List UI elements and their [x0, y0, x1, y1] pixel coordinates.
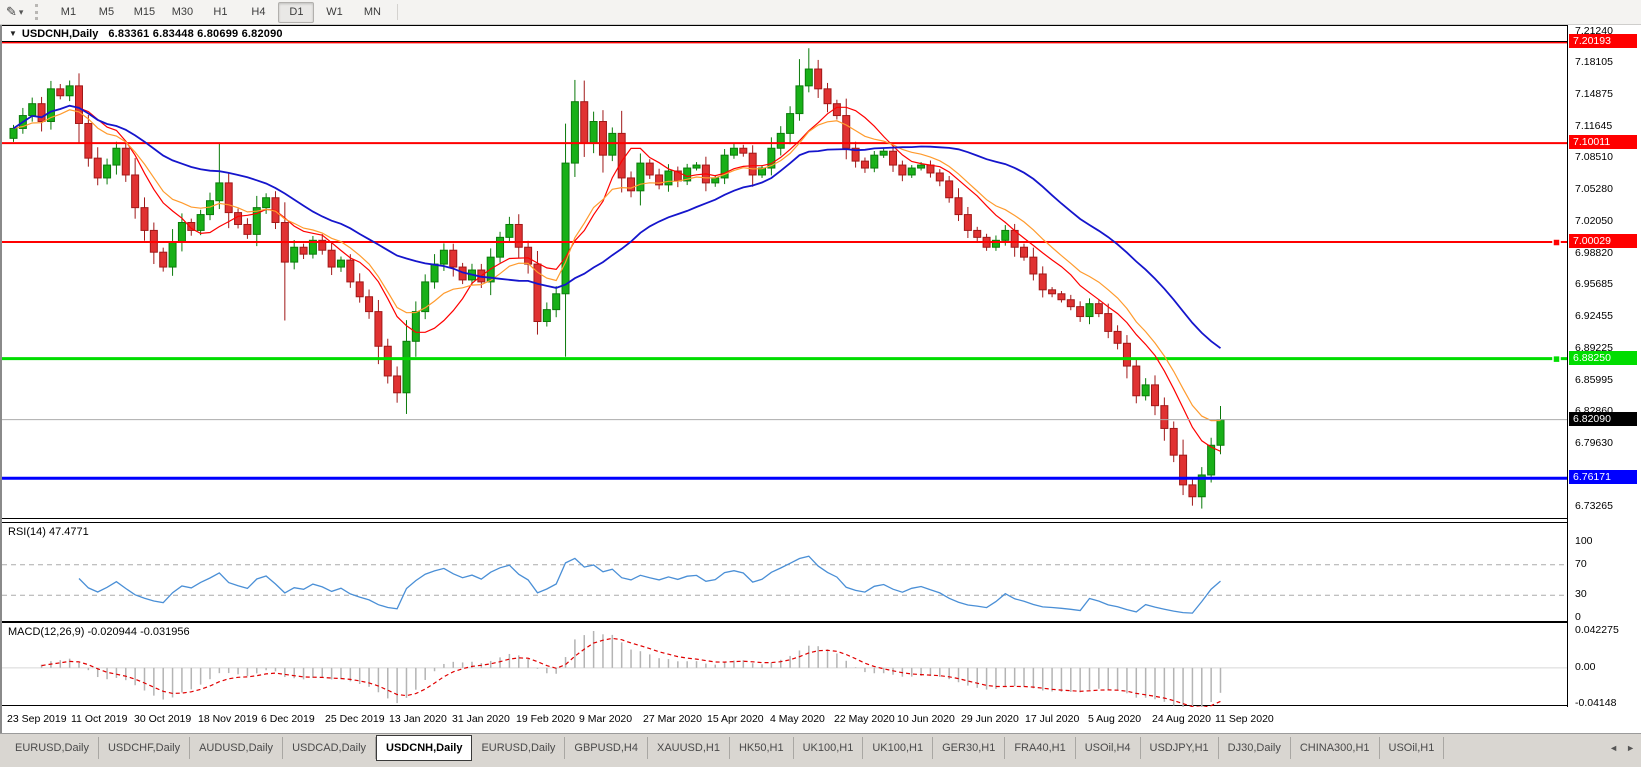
chart-tab-gbpusd-h4[interactable]: GBPUSD,H4	[565, 737, 648, 759]
tab-scroll-controls: ◄ ►	[1609, 737, 1635, 759]
date-axis-label: 23 Sep 2019	[7, 713, 67, 725]
price-tick-label: 6.92455	[1575, 310, 1613, 322]
level-price-chip: 6.76171	[1569, 470, 1637, 484]
macd-tick-label: 0.00	[1575, 661, 1596, 673]
rsi-tick-label: 100	[1575, 535, 1593, 547]
price-axis[interactable]: 7.21240 7.18105 7.14875 7.11645 7.08510 7.052…	[1567, 25, 1641, 709]
macd-label: MACD(12,26,9) -0.020944 -0.031956	[8, 626, 190, 638]
chart-tab-uk100-h1[interactable]: UK100,H1	[794, 737, 864, 759]
price-tick-label: 7.02050	[1575, 215, 1613, 227]
price-tick-label: 7.08510	[1575, 151, 1613, 163]
chart-symbol-label: USDCNH,Daily	[21, 27, 99, 40]
price-tick-label: 6.79630	[1575, 437, 1613, 449]
price-tick-label: 6.95685	[1575, 278, 1613, 290]
date-axis-label: 31 Jan 2020	[452, 713, 510, 725]
rsi-label: RSI(14) 47.4771	[8, 526, 89, 538]
price-tick-label: 6.98820	[1575, 247, 1613, 259]
chart-tab-xauusd-h1[interactable]: XAUUSD,H1	[648, 737, 730, 759]
chart-tab-usdchf-daily[interactable]: USDCHF,Daily	[99, 737, 191, 759]
macd-tick-label: 0.042275	[1575, 624, 1619, 636]
date-axis-label: 30 Oct 2019	[134, 713, 192, 725]
level-price-chip: 7.10011	[1569, 135, 1637, 149]
price-tick-label: 6.85995	[1575, 374, 1613, 386]
price-tick-label: 7.18105	[1575, 56, 1613, 68]
date-axis-label: 13 Jan 2020	[389, 713, 447, 725]
timeframe-button-mn[interactable]: MN	[363, 5, 381, 18]
price-tick-label: 6.73265	[1575, 500, 1613, 512]
chart-tab-ger30-h1[interactable]: GER30,H1	[933, 737, 1006, 759]
chart-tab-usdjpy-h1[interactable]: USDJPY,H1	[1141, 737, 1219, 759]
candlestick-chart[interactable]	[2, 26, 1567, 520]
timeframe-button-h4[interactable]: H4	[251, 5, 266, 18]
price-tick-label: 7.11645	[1575, 120, 1613, 132]
date-axis-label: 6 Dec 2019	[261, 713, 315, 725]
date-axis-label: 29 Jun 2020	[961, 713, 1019, 725]
chart-tool-caret-icon[interactable]: ▾	[18, 6, 24, 17]
date-axis-label: 10 Jun 2020	[897, 713, 955, 725]
chart-ohlc-values: 6.83361 6.83448 6.80699 6.82090	[108, 27, 283, 40]
chart-tab-uk100-h1[interactable]: UK100,H1	[863, 737, 934, 759]
timeframe-button-h1[interactable]: H1	[213, 5, 228, 18]
date-axis-label: 18 Nov 2019	[198, 713, 258, 725]
chart-tab-bar: EURUSD,Daily USDCHF,Daily AUDUSD,Daily USDC…	[0, 733, 1641, 767]
date-axis-label: 22 May 2020	[834, 713, 895, 725]
date-axis-label: 27 Mar 2020	[643, 713, 702, 725]
date-axis-label: 24 Aug 2020	[1152, 713, 1211, 725]
chart-tab-usoil-h4[interactable]: USOil,H4	[1076, 737, 1141, 759]
level-price-chip: 6.88250	[1569, 351, 1637, 365]
timeframe-button-d1[interactable]: D1	[278, 1, 315, 23]
chart-tab-usoil-h1[interactable]: USOil,H1	[1380, 737, 1445, 759]
chart-tab-usdcnh-daily[interactable]: USDCNH,Daily	[376, 735, 473, 761]
timeframe-buttons: M1 M5 M15 M30 H1 H4 D1 W1 MN	[49, 1, 391, 23]
rsi-tick-label: 30	[1575, 588, 1587, 600]
chart-marker-icon: ▼	[9, 29, 17, 38]
price-tick-label: 7.05280	[1575, 183, 1613, 195]
rsi-chart[interactable]	[2, 523, 1567, 623]
chart-tab-usdcad-daily[interactable]: USDCAD,Daily	[283, 737, 377, 759]
chart-tool-icon[interactable]: ✎	[6, 4, 17, 19]
chart-tab-dj30-daily[interactable]: DJ30,Daily	[1219, 737, 1291, 759]
timeframe-button-m30[interactable]: M30	[171, 5, 194, 18]
date-axis-label: 5 Aug 2020	[1088, 713, 1142, 725]
macd-chart[interactable]	[2, 623, 1567, 707]
date-axis[interactable]: 23 Sep 2019 11 Oct 2019 30 Oct 2019 18 Nov …	[2, 707, 1567, 733]
date-axis-label: 19 Feb 2020	[516, 713, 575, 725]
macd-panel: MACD(12,26,9) -0.020944 -0.031956	[2, 622, 1567, 707]
chart-tab-hk50-h1[interactable]: HK50,H1	[730, 737, 794, 759]
toolbar-separator	[397, 4, 399, 20]
current-price-chip: 6.82090	[1569, 412, 1637, 426]
date-axis-label: 9 Mar 2020	[579, 713, 633, 725]
level-price-chip: 7.20193	[1569, 34, 1637, 48]
timeframe-toolbar: ✎ ▾ M1 M5 M15 M30 H1 H4 D1 W1 MN	[0, 0, 1641, 25]
date-axis-label: 15 Apr 2020	[707, 713, 764, 725]
rsi-tick-label: 0	[1575, 611, 1581, 623]
chart-tab-china300-h1[interactable]: CHINA300,H1	[1291, 737, 1380, 759]
date-axis-label: 11 Oct 2019	[71, 713, 128, 725]
macd-tick-label: -0.04148	[1575, 697, 1617, 709]
chart-tab-eurusd-daily[interactable]: EURUSD,Daily	[6, 737, 99, 759]
chart-tabs: EURUSD,Daily USDCHF,Daily AUDUSD,Daily USDC…	[6, 735, 1445, 761]
rsi-panel: RSI(14) 47.4771	[2, 522, 1567, 622]
timeframe-button-m1[interactable]: M1	[60, 5, 77, 18]
rsi-tick-label: 70	[1575, 558, 1587, 570]
chart-tab-fra40-h1[interactable]: FRA40,H1	[1005, 737, 1076, 759]
level-price-chip: 7.00029	[1569, 234, 1637, 248]
chart-header: ▼ USDCNH,Daily 6.83361 6.83448 6.80699 6…	[2, 26, 1567, 42]
date-axis-label: 4 May 2020	[770, 713, 825, 725]
tab-scroll-right-icon[interactable]: ►	[1626, 743, 1635, 753]
timeframe-button-w1[interactable]: W1	[326, 5, 343, 18]
price-tick-label: 7.14875	[1575, 88, 1613, 100]
timeframe-button-m5[interactable]: M5	[98, 5, 115, 18]
timeframe-button-m15[interactable]: M15	[133, 5, 156, 18]
tab-scroll-left-icon[interactable]: ◄	[1609, 743, 1619, 753]
price-panel: ▼ USDCNH,Daily 6.83361 6.83448 6.80699 6…	[2, 25, 1567, 519]
date-axis-label: 25 Dec 2019	[325, 713, 385, 725]
chart-window: ▼ USDCNH,Daily 6.83361 6.83448 6.80699 6…	[0, 25, 1641, 733]
toolbar-grip[interactable]	[35, 4, 41, 20]
chart-tab-eurusd-daily[interactable]: EURUSD,Daily	[472, 737, 566, 759]
date-axis-label: 17 Jul 2020	[1025, 713, 1080, 725]
date-axis-label: 11 Sep 2020	[1215, 713, 1274, 725]
chart-tab-audusd-daily[interactable]: AUDUSD,Daily	[190, 737, 284, 759]
